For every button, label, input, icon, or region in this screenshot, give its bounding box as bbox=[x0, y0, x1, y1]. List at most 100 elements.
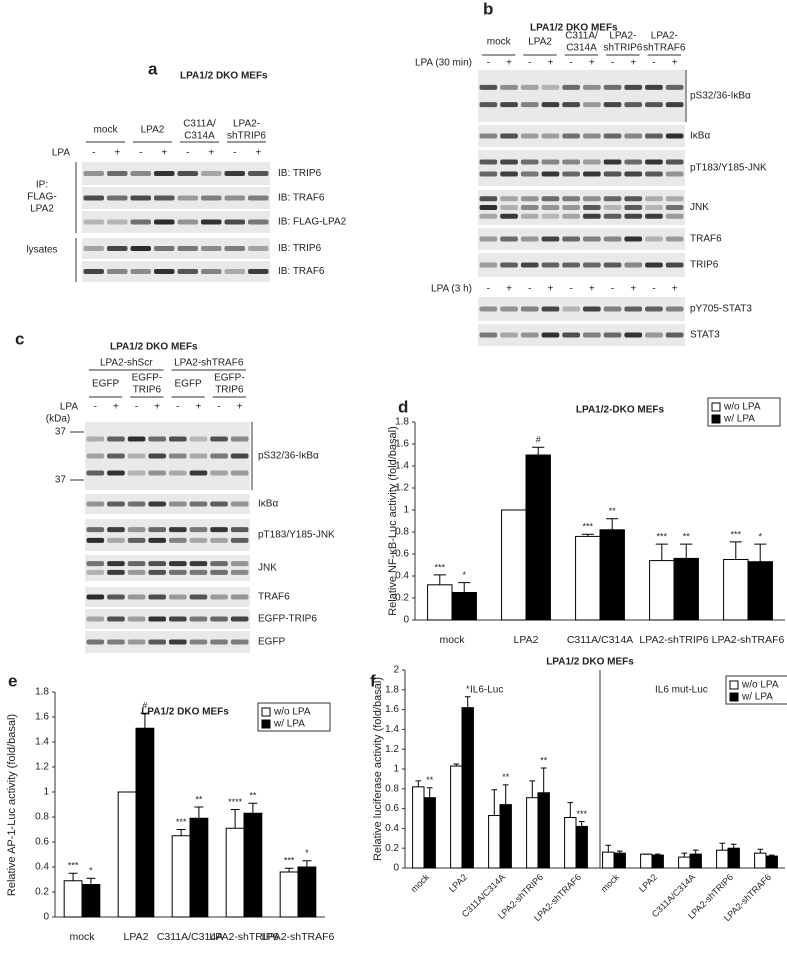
blot-band bbox=[562, 332, 580, 338]
error-bar bbox=[140, 712, 150, 729]
blot-band bbox=[86, 639, 105, 645]
lane-sign: - bbox=[176, 402, 179, 413]
lane-sign: - bbox=[569, 284, 572, 295]
x-tick-label: LPA2 bbox=[447, 872, 469, 894]
blot-band bbox=[107, 501, 125, 507]
blot-band bbox=[154, 195, 175, 201]
blot-band bbox=[127, 561, 146, 567]
blot bbox=[85, 555, 250, 581]
error-bar bbox=[433, 574, 446, 585]
blot-band bbox=[189, 537, 208, 543]
blot-band bbox=[624, 159, 643, 165]
blot-band bbox=[479, 84, 498, 90]
group-label: shTRIP6 bbox=[227, 131, 266, 142]
error-bar bbox=[248, 802, 258, 814]
blot-band bbox=[127, 537, 146, 543]
y-tick-label: 1.6 bbox=[35, 712, 49, 723]
group-label: LPA2-shTRAF6 bbox=[174, 358, 244, 369]
row-label: TRAF6 bbox=[258, 592, 290, 603]
y-tick-label: 1.8 bbox=[385, 684, 399, 695]
blot-band bbox=[224, 269, 245, 274]
blot-band bbox=[210, 470, 228, 476]
blot-band bbox=[624, 102, 643, 108]
lane-sign: - bbox=[92, 148, 95, 159]
blot-band bbox=[500, 205, 518, 210]
blot-band bbox=[500, 84, 518, 90]
blot-band bbox=[624, 133, 643, 139]
y-tick-label: 0.8 bbox=[385, 783, 399, 794]
significance: *** bbox=[576, 809, 587, 819]
legend-swatch bbox=[729, 692, 739, 702]
blot-band bbox=[169, 569, 187, 575]
blot-band bbox=[583, 84, 601, 90]
blot-band bbox=[520, 102, 539, 108]
blot-band bbox=[479, 236, 498, 242]
blot-band bbox=[624, 236, 643, 242]
blot-band bbox=[148, 436, 166, 442]
x-tick-label: mock bbox=[599, 872, 622, 895]
significance: * bbox=[462, 570, 466, 580]
group-label: C314A bbox=[566, 43, 597, 54]
error-bar bbox=[529, 780, 536, 798]
blot-band bbox=[645, 205, 663, 210]
chart-title: LPA1/2-DKO MEFs bbox=[576, 405, 665, 416]
y-tick-label: 1 bbox=[393, 764, 399, 775]
legend-swatch bbox=[261, 719, 271, 729]
blot-band bbox=[541, 171, 560, 177]
blot-band bbox=[224, 219, 245, 225]
blot-band bbox=[201, 246, 222, 251]
blot-band bbox=[169, 436, 187, 442]
blot-band bbox=[210, 561, 228, 567]
lane-sign: + bbox=[113, 402, 119, 413]
group-label: C314A bbox=[184, 131, 215, 142]
y-tick-label: 0.6 bbox=[395, 549, 409, 560]
error-bar bbox=[606, 518, 619, 530]
bar bbox=[716, 849, 729, 869]
error-bar bbox=[458, 582, 471, 593]
error-bar bbox=[415, 780, 422, 787]
blot-band bbox=[189, 569, 208, 575]
blot-band bbox=[169, 594, 187, 600]
row-label: pS32/36-IκBα bbox=[690, 91, 751, 102]
error-bar bbox=[502, 784, 509, 805]
blot-band bbox=[127, 527, 146, 533]
blot-band bbox=[154, 171, 175, 176]
bar bbox=[412, 786, 425, 869]
blot-band bbox=[479, 213, 498, 219]
blot-band bbox=[230, 561, 249, 567]
lane-sign: + bbox=[548, 284, 554, 295]
row-label: pT183/Y185-JNK bbox=[258, 530, 335, 541]
blot-band bbox=[86, 527, 105, 533]
significance: **** bbox=[228, 797, 243, 807]
annotation: IL6 mut-Luc bbox=[655, 685, 708, 696]
blot-band bbox=[148, 501, 166, 507]
blot-band bbox=[210, 436, 228, 442]
y-axis-label: Relative luciferase activity (fold/basal… bbox=[372, 677, 384, 861]
blot-band bbox=[500, 171, 518, 177]
bar bbox=[117, 791, 137, 918]
blot-band bbox=[230, 537, 249, 543]
marker: 37 bbox=[55, 475, 67, 486]
blot bbox=[85, 519, 250, 551]
y-tick-label: 2 bbox=[393, 665, 399, 676]
blot-band bbox=[583, 171, 601, 177]
blot-band bbox=[127, 594, 146, 600]
treatment-label: LPA (30 min) bbox=[415, 58, 472, 69]
blot-band bbox=[645, 236, 663, 242]
blot-band bbox=[107, 616, 125, 622]
row-label: pS32/36-IκBα bbox=[258, 451, 319, 462]
lane-sign: - bbox=[217, 402, 220, 413]
blot-band bbox=[86, 569, 105, 575]
chart-title: LPA1/2 DKO MEFs bbox=[141, 707, 229, 718]
blot-band bbox=[562, 306, 580, 312]
blot-band bbox=[624, 306, 643, 312]
row-label: IB: TRIP6 bbox=[278, 243, 322, 254]
blot-band bbox=[201, 219, 222, 225]
blot-band bbox=[230, 639, 249, 645]
blot-band bbox=[148, 453, 166, 459]
lane-sign: - bbox=[569, 58, 572, 69]
blot-band bbox=[541, 306, 560, 312]
error-bar bbox=[581, 533, 594, 537]
lane-sign: - bbox=[528, 284, 531, 295]
blot bbox=[85, 631, 250, 653]
